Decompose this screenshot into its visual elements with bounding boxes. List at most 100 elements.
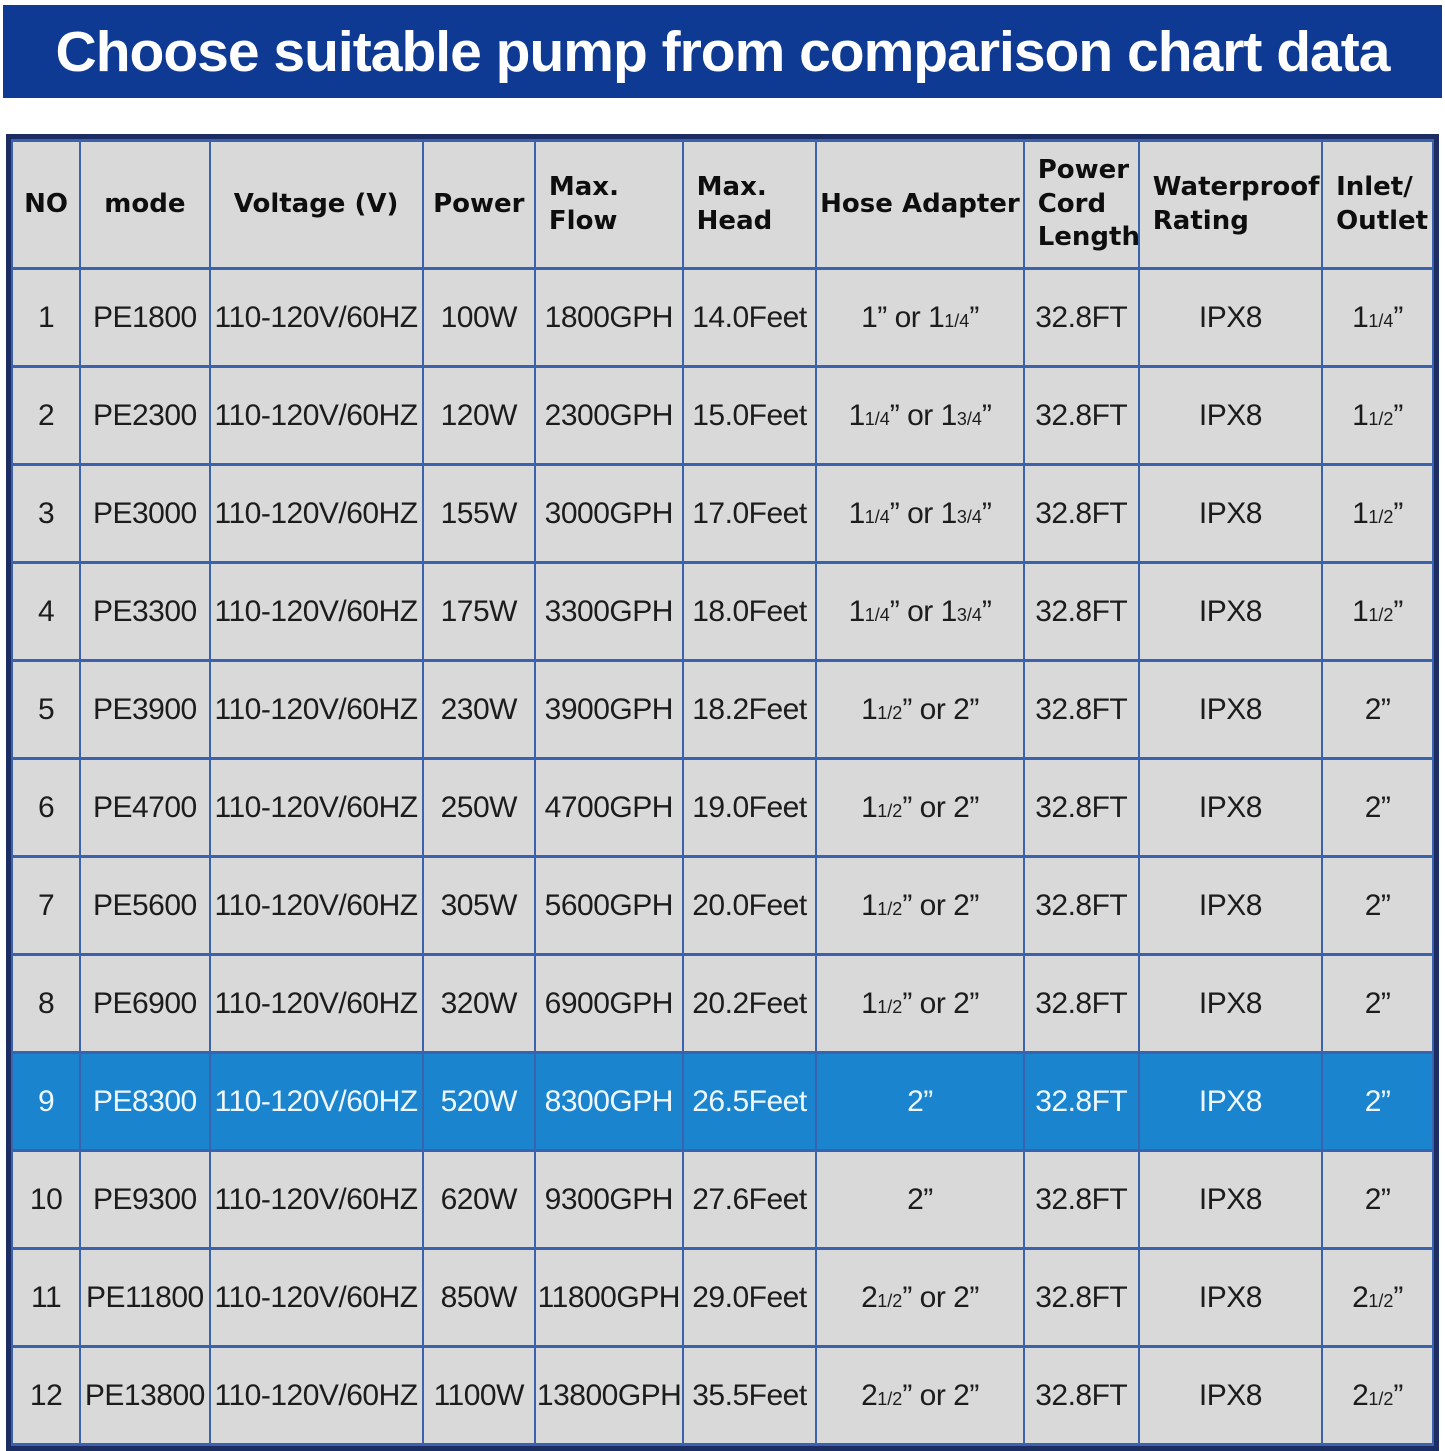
cell-voltage: 110-120V/60HZ	[208, 365, 424, 466]
cell-power-cord-length: 32.8FT	[1022, 561, 1140, 662]
cell-inlet-outlet: 2”	[1321, 953, 1434, 1054]
cell-power: 230W	[421, 659, 536, 760]
column-header-hose-adapter: Hose Adapter	[815, 139, 1025, 270]
cell-max-flow: 2300GPH	[533, 365, 684, 466]
table-row: 11 PE11800 110-120V/60HZ 850W 11800GPH 29.0Fe…	[10, 1247, 1434, 1348]
cell-no: 7	[10, 855, 82, 956]
cell-power-cord-length: 32.8FT	[1022, 1051, 1140, 1152]
cell-max-flow: 3300GPH	[533, 561, 684, 662]
cell-hose-adapter: 11/2” or 2”	[815, 953, 1025, 1054]
cell-power: 250W	[421, 757, 536, 858]
cell-max-flow: 8300GPH	[533, 1051, 684, 1152]
cell-max-head: 17.0Feet	[681, 463, 818, 564]
table-row: 7 PE5600 110-120V/60HZ 305W 5600GPH 20.0Feet 1…	[10, 855, 1434, 956]
cell-waterproof-rating: IPX8	[1137, 1247, 1324, 1348]
cell-max-head: 20.0Feet	[681, 855, 818, 956]
cell-hose-adapter: 11/2” or 2”	[815, 659, 1025, 760]
cell-voltage: 110-120V/60HZ	[208, 1247, 424, 1348]
cell-mode: PE8300	[79, 1051, 211, 1152]
cell-max-flow: 13800GPH	[533, 1345, 684, 1446]
page-title-banner: Choose suitable pump from comparison cha…	[3, 5, 1442, 98]
cell-no: 3	[10, 463, 82, 564]
cell-mode: PE1800	[79, 267, 211, 368]
cell-no: 5	[10, 659, 82, 760]
column-header-mode: mode	[79, 139, 211, 270]
column-header-max-flow: Max. Flow	[533, 139, 684, 270]
cell-waterproof-rating: IPX8	[1137, 1345, 1324, 1446]
pump-comparison-table: NO mode Voltage (V) Power Max. Flow Max. Head…	[10, 139, 1434, 1446]
table-row: 2 PE2300 110-120V/60HZ 120W 2300GPH 15.0Feet 1…	[10, 365, 1434, 466]
cell-max-flow: 3000GPH	[533, 463, 684, 564]
cell-waterproof-rating: IPX8	[1137, 267, 1324, 368]
table-row: 4 PE3300 110-120V/60HZ 175W 3300GPH 18.0Feet 1…	[10, 561, 1434, 662]
cell-mode: PE4700	[79, 757, 211, 858]
cell-voltage: 110-120V/60HZ	[208, 1345, 424, 1446]
cell-mode: PE11800	[79, 1247, 211, 1348]
cell-max-head: 18.2Feet	[681, 659, 818, 760]
cell-waterproof-rating: IPX8	[1137, 855, 1324, 956]
cell-power-cord-length: 32.8FT	[1022, 463, 1140, 564]
cell-power-cord-length: 32.8FT	[1022, 1247, 1140, 1348]
cell-no: 11	[10, 1247, 82, 1348]
cell-waterproof-rating: IPX8	[1137, 953, 1324, 1054]
column-header-inlet-outlet: Inlet/ Outlet	[1321, 139, 1434, 270]
cell-max-head: 26.5Feet	[681, 1051, 818, 1152]
table-row-highlighted: 9 PE8300 110-120V/60HZ 520W 8300GPH 26.5Feet 2…	[10, 1051, 1434, 1152]
cell-voltage: 110-120V/60HZ	[208, 463, 424, 564]
cell-hose-adapter: 11/2” or 2”	[815, 855, 1025, 956]
cell-hose-adapter: 21/2” or 2”	[815, 1247, 1025, 1348]
cell-power-cord-length: 32.8FT	[1022, 1149, 1140, 1250]
table-row: 1 PE1800 110-120V/60HZ 100W 1800GPH 14.0Feet 1…	[10, 267, 1434, 368]
cell-hose-adapter: 11/2” or 2”	[815, 757, 1025, 858]
cell-waterproof-rating: IPX8	[1137, 1149, 1324, 1250]
cell-waterproof-rating: IPX8	[1137, 757, 1324, 858]
cell-no: 2	[10, 365, 82, 466]
cell-max-flow: 4700GPH	[533, 757, 684, 858]
header-row: NO mode Voltage (V) Power Max. Flow Max. Head…	[10, 139, 1434, 270]
cell-max-head: 29.0Feet	[681, 1247, 818, 1348]
column-header-max-head: Max. Head	[681, 139, 818, 270]
cell-power-cord-length: 32.8FT	[1022, 757, 1140, 858]
cell-voltage: 110-120V/60HZ	[208, 1051, 424, 1152]
column-header-power-cord-length: Power Cord Length	[1022, 139, 1140, 270]
table-row: 8 PE6900 110-120V/60HZ 320W 6900GPH 20.2Feet 1…	[10, 953, 1434, 1054]
cell-max-head: 19.0Feet	[681, 757, 818, 858]
pump-comparison-table-frame: NO mode Voltage (V) Power Max. Flow Max. Head…	[6, 134, 1439, 1451]
cell-inlet-outlet: 11/2”	[1321, 463, 1434, 564]
cell-max-flow: 1800GPH	[533, 267, 684, 368]
table-row: 6 PE4700 110-120V/60HZ 250W 4700GPH 19.0Feet 1…	[10, 757, 1434, 858]
cell-waterproof-rating: IPX8	[1137, 659, 1324, 760]
cell-waterproof-rating: IPX8	[1137, 365, 1324, 466]
cell-mode: PE5600	[79, 855, 211, 956]
cell-waterproof-rating: IPX8	[1137, 463, 1324, 564]
cell-no: 8	[10, 953, 82, 1054]
cell-voltage: 110-120V/60HZ	[208, 267, 424, 368]
cell-inlet-outlet: 21/2”	[1321, 1345, 1434, 1446]
cell-max-head: 20.2Feet	[681, 953, 818, 1054]
cell-power: 100W	[421, 267, 536, 368]
cell-max-head: 27.6Feet	[681, 1149, 818, 1250]
cell-max-flow: 5600GPH	[533, 855, 684, 956]
cell-voltage: 110-120V/60HZ	[208, 855, 424, 956]
cell-power: 155W	[421, 463, 536, 564]
cell-hose-adapter: 21/2” or 2”	[815, 1345, 1025, 1446]
cell-power: 850W	[421, 1247, 536, 1348]
cell-hose-adapter: 11/4” or 13/4”	[815, 561, 1025, 662]
cell-max-head: 18.0Feet	[681, 561, 818, 662]
cell-power: 1100W	[421, 1345, 536, 1446]
cell-inlet-outlet: 11/4”	[1321, 267, 1434, 368]
cell-power-cord-length: 32.8FT	[1022, 953, 1140, 1054]
cell-voltage: 110-120V/60HZ	[208, 757, 424, 858]
cell-voltage: 110-120V/60HZ	[208, 561, 424, 662]
cell-power-cord-length: 32.8FT	[1022, 855, 1140, 956]
cell-voltage: 110-120V/60HZ	[208, 659, 424, 760]
cell-mode: PE3900	[79, 659, 211, 760]
column-header-no: NO	[10, 139, 82, 270]
cell-hose-adapter: 11/4” or 13/4”	[815, 463, 1025, 564]
cell-mode: PE9300	[79, 1149, 211, 1250]
cell-mode: PE13800	[79, 1345, 211, 1446]
cell-no: 1	[10, 267, 82, 368]
cell-max-flow: 9300GPH	[533, 1149, 684, 1250]
cell-hose-adapter: 11/4” or 13/4”	[815, 365, 1025, 466]
cell-inlet-outlet: 11/2”	[1321, 365, 1434, 466]
